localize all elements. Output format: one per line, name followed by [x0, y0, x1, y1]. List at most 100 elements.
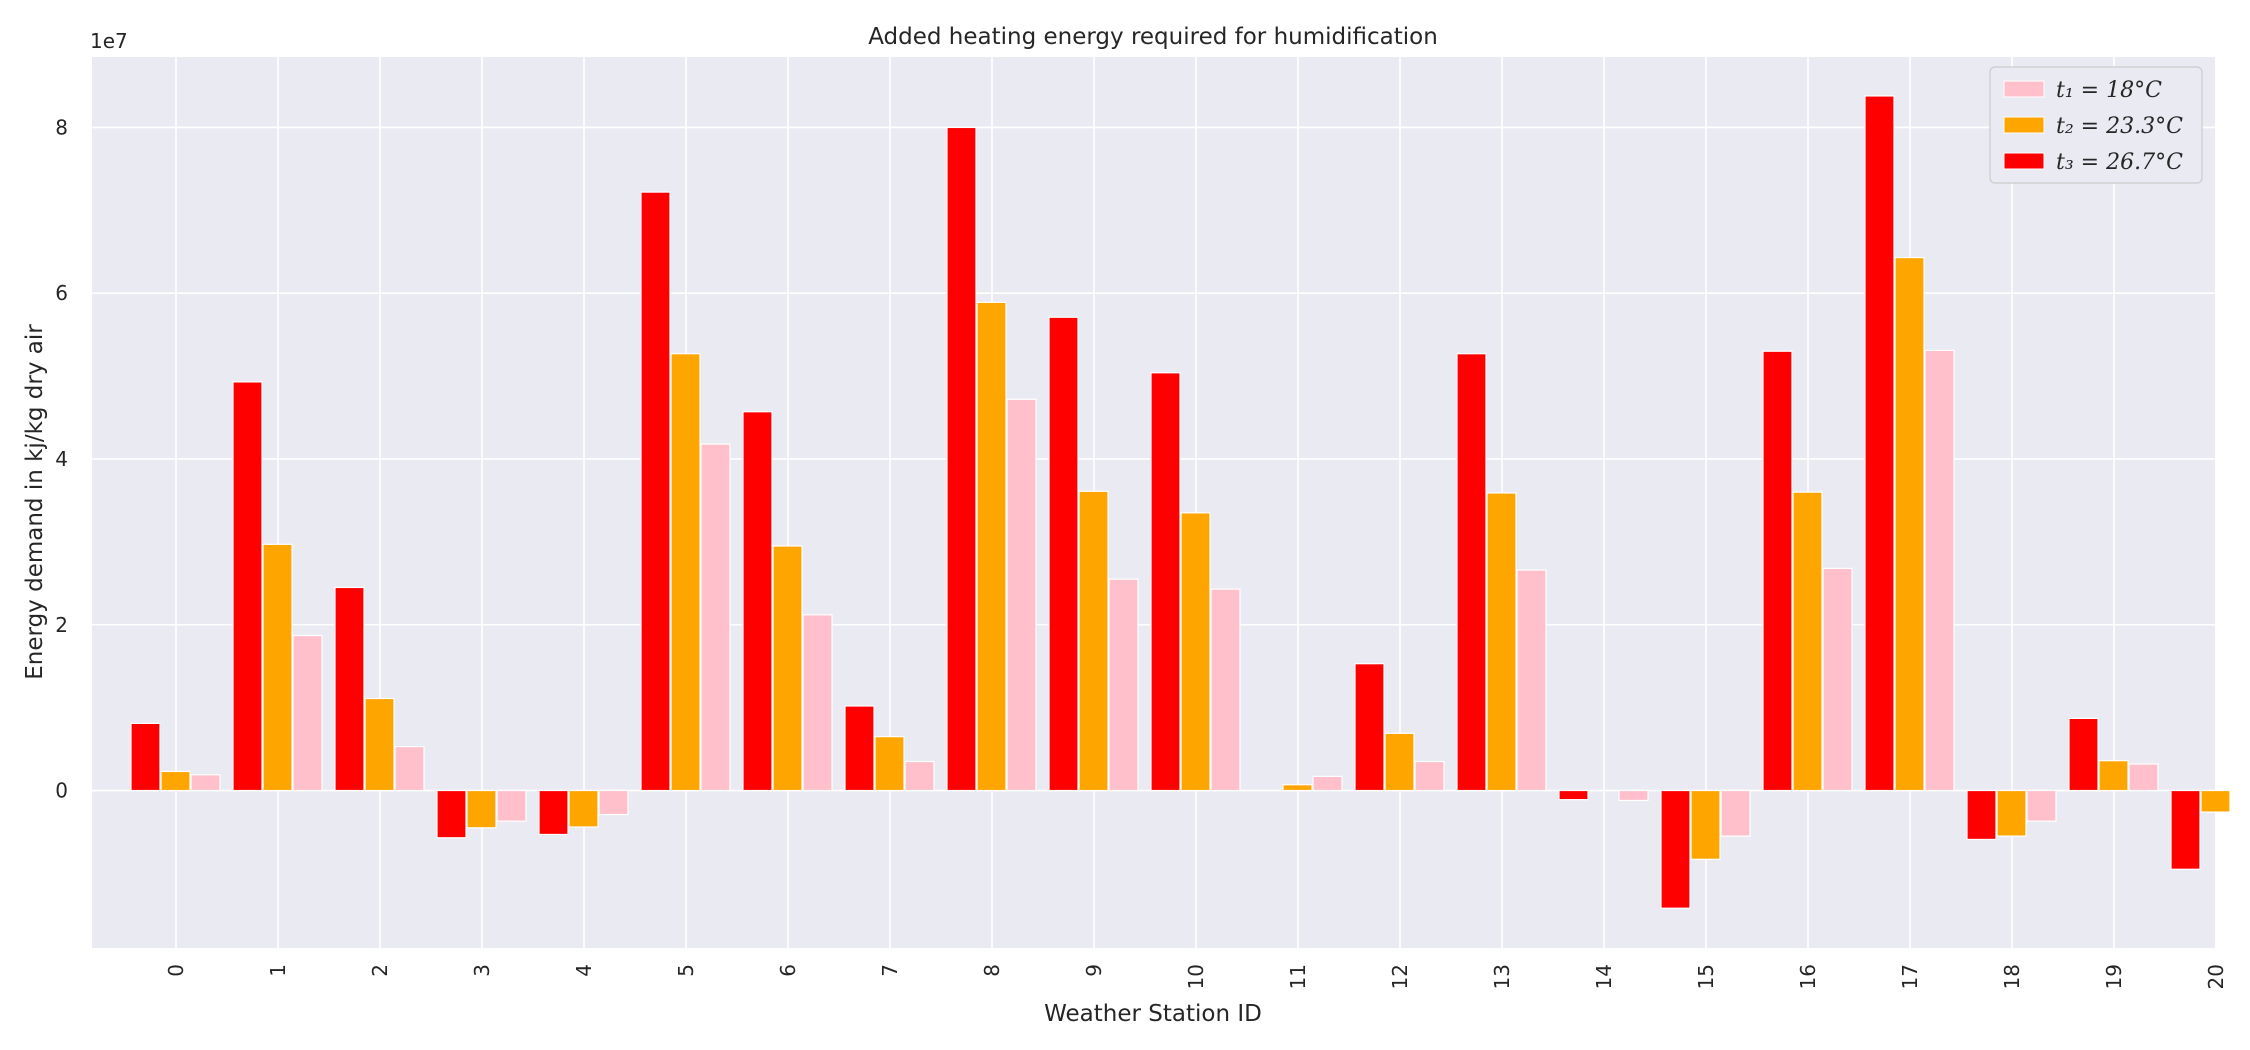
y-tick-label: 8 — [55, 115, 68, 139]
bar — [1720, 789, 1751, 837]
bar — [772, 545, 803, 792]
legend-swatch — [2003, 152, 2045, 170]
bar — [538, 789, 569, 836]
bar — [874, 736, 905, 792]
bar — [742, 411, 773, 792]
bar — [334, 586, 365, 792]
bar — [364, 697, 395, 792]
x-tick-label: 2 — [368, 964, 392, 977]
bar — [1486, 492, 1517, 792]
bar — [700, 443, 731, 792]
bar — [1456, 353, 1487, 792]
bar — [1108, 578, 1139, 792]
bar — [190, 774, 221, 792]
y-offset-label: 1e7 — [90, 29, 128, 53]
x-axis-title: Weather Station ID — [1044, 1001, 1262, 1027]
y-tick-label: 0 — [55, 779, 68, 803]
bar — [1996, 789, 2027, 837]
x-tick-label: 4 — [572, 964, 596, 977]
bar — [262, 543, 293, 792]
bar — [1354, 663, 1385, 792]
bar — [1558, 789, 1589, 801]
x-tick-label: 9 — [1082, 964, 1106, 977]
x-tick-label: 12 — [1388, 964, 1412, 989]
x-tick-label: 18 — [2000, 964, 2024, 989]
x-tick-label: 11 — [1286, 964, 1310, 989]
x-tick-label: 7 — [878, 964, 902, 977]
x-tick-label: 20 — [2204, 964, 2228, 989]
x-tick-label: 1 — [266, 964, 290, 977]
bar — [1414, 760, 1445, 792]
bar — [670, 353, 701, 792]
x-tick-label: 8 — [980, 964, 1004, 977]
bars — [130, 95, 2231, 909]
bar — [1762, 350, 1793, 792]
bar — [640, 191, 671, 792]
chart-title: Added heating energy required for humidi… — [868, 24, 1438, 50]
bar — [1180, 512, 1211, 792]
bar — [232, 381, 263, 792]
x-tick-label: 3 — [470, 964, 494, 977]
bar — [802, 614, 833, 792]
y-tick-label: 4 — [55, 447, 68, 471]
bar — [1966, 789, 1997, 841]
bar — [2200, 789, 2231, 813]
bar — [976, 301, 1007, 792]
bar — [598, 789, 629, 816]
bar — [130, 722, 161, 792]
bar — [1822, 567, 1853, 792]
y-axis-title: Energy demand in kj/kg dry air — [22, 324, 48, 680]
bar — [466, 789, 497, 829]
x-tick-label: 5 — [674, 964, 698, 977]
bar — [2128, 763, 2159, 792]
bar — [292, 634, 323, 792]
bar — [2068, 717, 2099, 792]
bar — [1690, 789, 1721, 860]
bar — [946, 126, 977, 792]
legend-swatch — [2003, 80, 2045, 98]
bar — [1078, 490, 1109, 792]
bar — [844, 705, 875, 792]
legend-swatch — [2003, 116, 2045, 134]
x-tick-label: 0 — [164, 964, 188, 977]
bar — [2170, 789, 2201, 870]
x-tick-label: 6 — [776, 964, 800, 977]
bar — [904, 760, 935, 792]
x-tick-label: 19 — [2102, 964, 2126, 989]
bar — [1894, 256, 1925, 792]
bar — [1792, 491, 1823, 792]
bar — [1924, 349, 1955, 792]
bar — [496, 789, 527, 822]
bar — [436, 789, 467, 839]
bar — [1516, 569, 1547, 792]
bar — [160, 770, 191, 792]
y-tick-label: 2 — [55, 613, 68, 637]
bar — [1618, 789, 1649, 802]
bar — [1150, 372, 1181, 792]
x-tick-label: 13 — [1490, 964, 1514, 989]
x-tick-label: 16 — [1796, 964, 1820, 989]
x-tick-label: 10 — [1184, 964, 1208, 989]
y-tick-label: 6 — [55, 281, 68, 305]
bar — [394, 745, 425, 792]
bar — [1048, 316, 1079, 792]
x-tick-label: 17 — [1898, 964, 1922, 989]
bar — [1660, 789, 1691, 909]
legend-label: t₃ = 26.7°C — [2056, 150, 2183, 175]
bar — [1312, 775, 1343, 792]
bar — [1384, 732, 1415, 792]
legend-label: t₁ = 18°C — [2056, 78, 2162, 103]
x-tick-label: 14 — [1592, 964, 1616, 989]
x-tick-label: 15 — [1694, 964, 1718, 989]
bar — [2098, 760, 2129, 792]
bar — [2026, 789, 2057, 822]
bar — [1210, 588, 1241, 792]
legend-label: t₂ = 23.3°C — [2056, 114, 2183, 139]
bar — [1282, 784, 1313, 792]
bar — [568, 789, 599, 828]
bar — [1006, 398, 1037, 792]
bar — [1864, 95, 1895, 792]
legend: t₁ = 18°C t₂ = 23.3°C t₃ = 26.7°C — [1989, 66, 2203, 184]
